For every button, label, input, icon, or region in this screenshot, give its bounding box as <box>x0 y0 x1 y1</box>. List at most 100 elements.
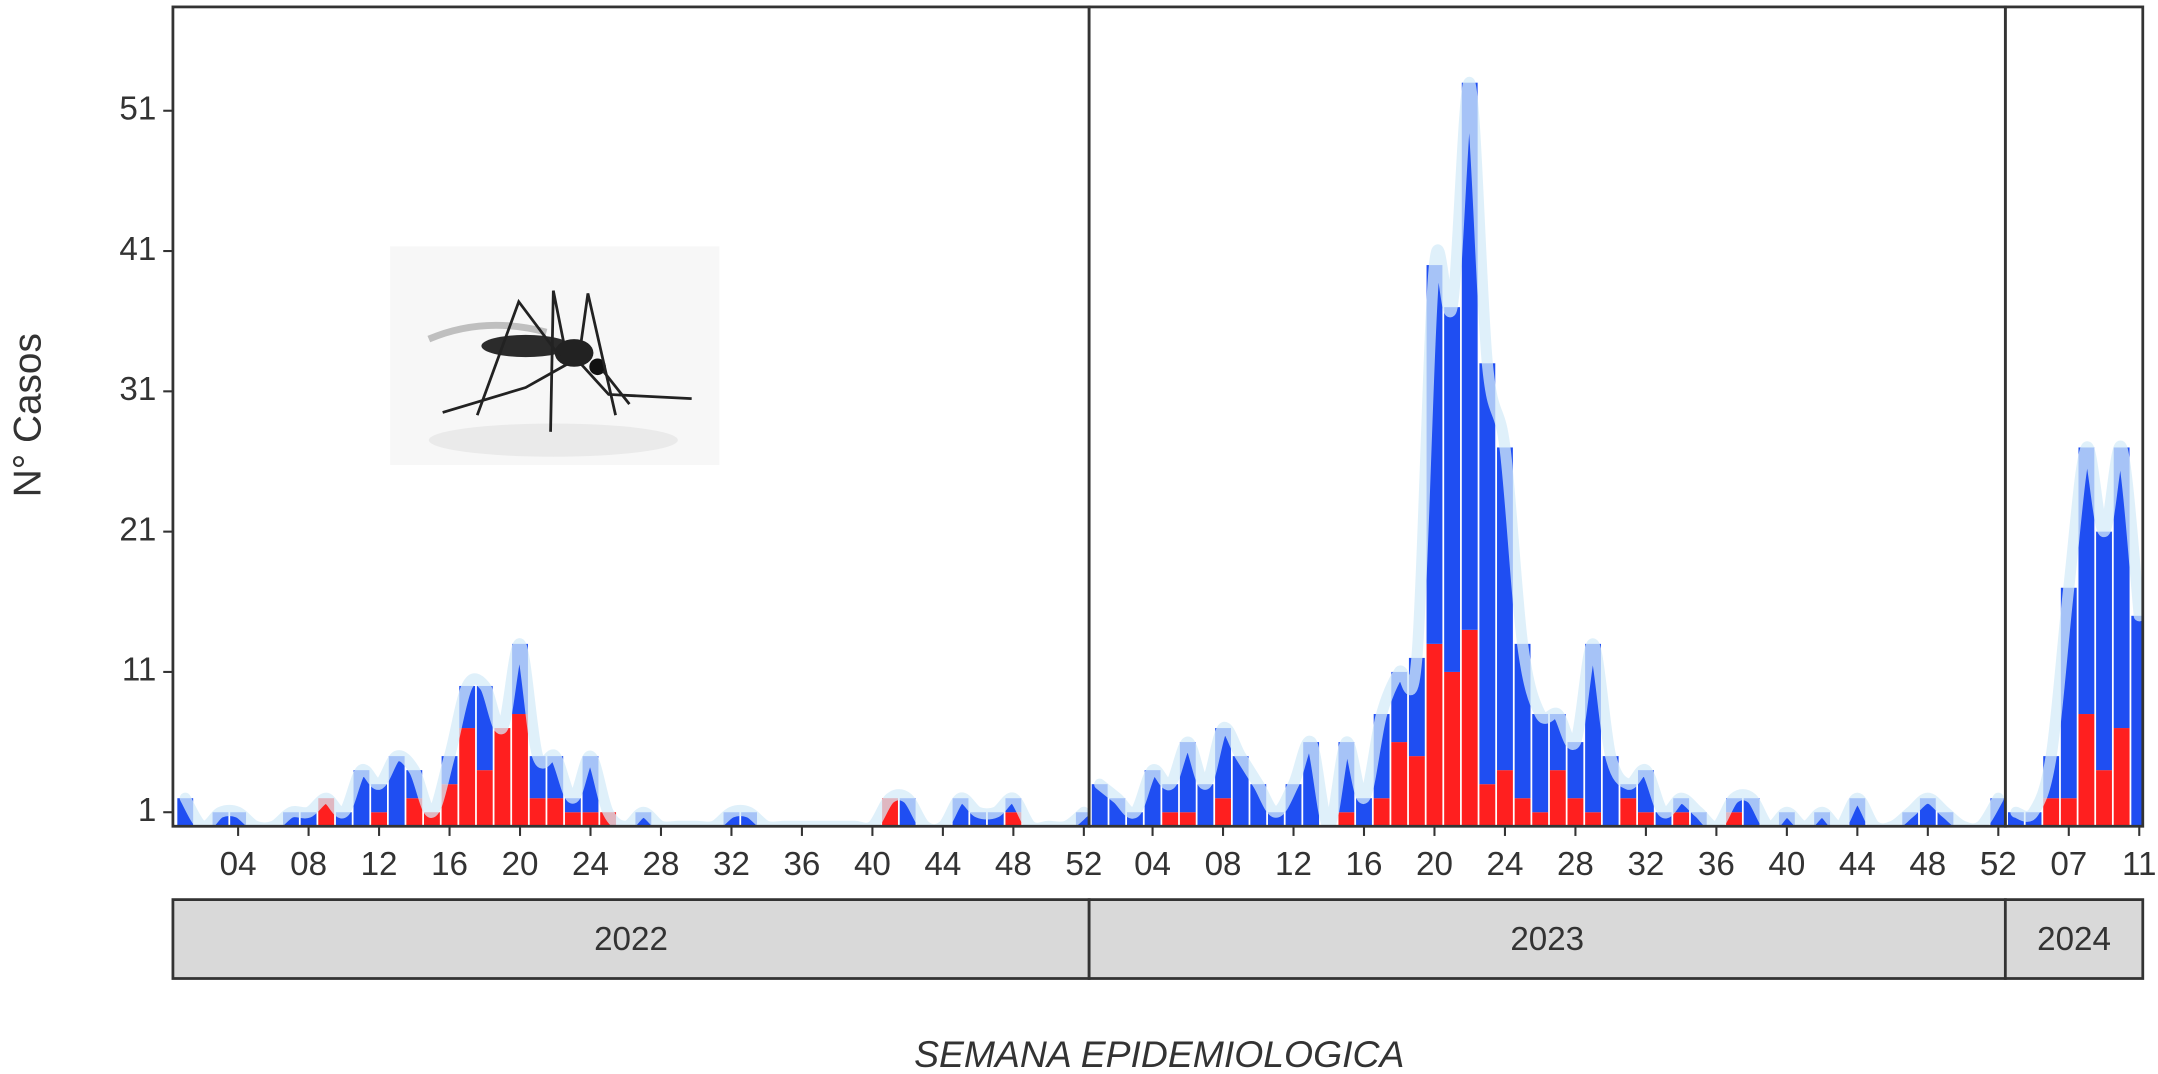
bar <box>388 756 405 827</box>
x-tick-label: 44 <box>924 846 961 883</box>
bar <box>1162 784 1179 813</box>
bar <box>1373 798 1390 827</box>
bar <box>441 784 458 827</box>
x-tick-label: 04 <box>1134 846 1171 883</box>
wing <box>427 321 548 343</box>
panel-frame <box>1087 5 2007 828</box>
facet-label: 2024 <box>2037 921 2111 958</box>
mosquito-image <box>390 246 720 466</box>
bar <box>494 728 511 827</box>
bar <box>1426 643 1443 827</box>
facet-strip <box>1087 898 2007 980</box>
x-tick-label: 52 <box>1065 846 1102 883</box>
panel: 07 11 2024 <box>2003 5 2156 980</box>
x-tick-label: 08 <box>290 846 327 883</box>
x-tick-label: 16 <box>431 846 468 883</box>
x-tick-label: 44 <box>1839 846 1876 883</box>
x-tick-label: 12 <box>361 846 398 883</box>
bar <box>1567 798 1584 827</box>
bar <box>1162 812 1179 827</box>
bar <box>512 714 528 827</box>
bar <box>1356 798 1372 827</box>
bar <box>2078 714 2095 827</box>
bar <box>1391 742 1408 827</box>
plot-area <box>177 638 1090 827</box>
plot-area <box>1091 77 2006 827</box>
bar <box>1179 812 1196 827</box>
x-tick-label: 40 <box>1768 846 1805 883</box>
image-shadow <box>428 423 678 457</box>
facet-label: 2023 <box>1510 921 1584 958</box>
bar <box>1215 798 1231 827</box>
bar <box>476 770 493 827</box>
trend-line <box>2010 440 2143 822</box>
facet-strip <box>171 898 1091 980</box>
bar <box>2096 531 2112 771</box>
x-tick-label: 48 <box>995 846 1032 883</box>
x-tick-label: 08 <box>1205 846 1242 883</box>
bar <box>1497 770 1513 827</box>
bar <box>1461 82 1478 630</box>
bar <box>1444 671 1461 827</box>
bar <box>529 798 546 827</box>
head <box>589 358 606 376</box>
x-tick-label: 24 <box>1486 846 1523 883</box>
x-tick-label: 11 <box>2122 846 2156 883</box>
panel: 04 08 12 16 20 24 28 32 36 40 44 48 52 2023 <box>1087 5 2017 980</box>
bar <box>1232 756 1249 827</box>
bar <box>1461 629 1478 827</box>
x-tick-label: 07 <box>2050 846 2087 883</box>
x-tick-label: 36 <box>1698 846 1735 883</box>
bar <box>2096 770 2112 827</box>
bar <box>1567 742 1584 799</box>
bar <box>1338 812 1355 827</box>
bar <box>1005 812 1022 827</box>
x-axis-label: SEMANA EPIDEMIOLOGICA <box>914 1033 1404 1074</box>
y-tick-label: 41 <box>119 231 156 268</box>
facet-label: 2022 <box>594 921 668 958</box>
x-tick-label: 04 <box>220 846 257 883</box>
x-tick-label: 32 <box>713 846 750 883</box>
y-axis-label: N° Casos <box>7 333 50 497</box>
trend-line <box>179 638 1090 827</box>
bar <box>459 728 476 827</box>
y-tick-label: 11 <box>122 652 156 689</box>
bar <box>1620 798 1637 827</box>
x-tick-label: 36 <box>783 846 820 883</box>
y-tick-label: 31 <box>119 371 156 408</box>
bar <box>1514 798 1531 827</box>
bar <box>2113 728 2130 827</box>
bar <box>1479 363 1496 785</box>
bar <box>547 798 564 827</box>
bar <box>1444 307 1461 672</box>
x-tick-label: 16 <box>1346 846 1383 883</box>
bar <box>406 798 423 827</box>
x-tick-label: 28 <box>1557 846 1594 883</box>
y-tick-label: 1 <box>138 792 156 829</box>
bar <box>1673 812 1690 827</box>
bar <box>1091 784 1108 827</box>
facet-strip <box>2003 898 2145 980</box>
thorax <box>554 339 594 367</box>
panel: 04 08 12 16 20 24 28 32 36 40 44 48 52 2022 <box>171 5 1102 980</box>
x-tick-label: 28 <box>643 846 680 883</box>
x-tick-label: 48 <box>1909 846 1946 883</box>
bar <box>1479 784 1496 827</box>
bar <box>582 812 599 827</box>
bar <box>1408 756 1425 827</box>
trend-line <box>1094 77 2004 827</box>
plot-area <box>2007 440 2143 827</box>
x-tick-label: 40 <box>854 846 891 883</box>
bar <box>1532 714 1549 813</box>
x-tick-label: 20 <box>1416 846 1453 883</box>
x-tick-label: 24 <box>572 846 609 883</box>
x-tick-label: 52 <box>1980 846 2017 883</box>
x-tick-label: 20 <box>502 846 539 883</box>
y-tick-label: 21 <box>119 511 156 548</box>
bar <box>1197 784 1214 827</box>
y-tick-label: 51 <box>119 91 156 128</box>
bar <box>371 784 387 813</box>
legs <box>442 290 692 432</box>
